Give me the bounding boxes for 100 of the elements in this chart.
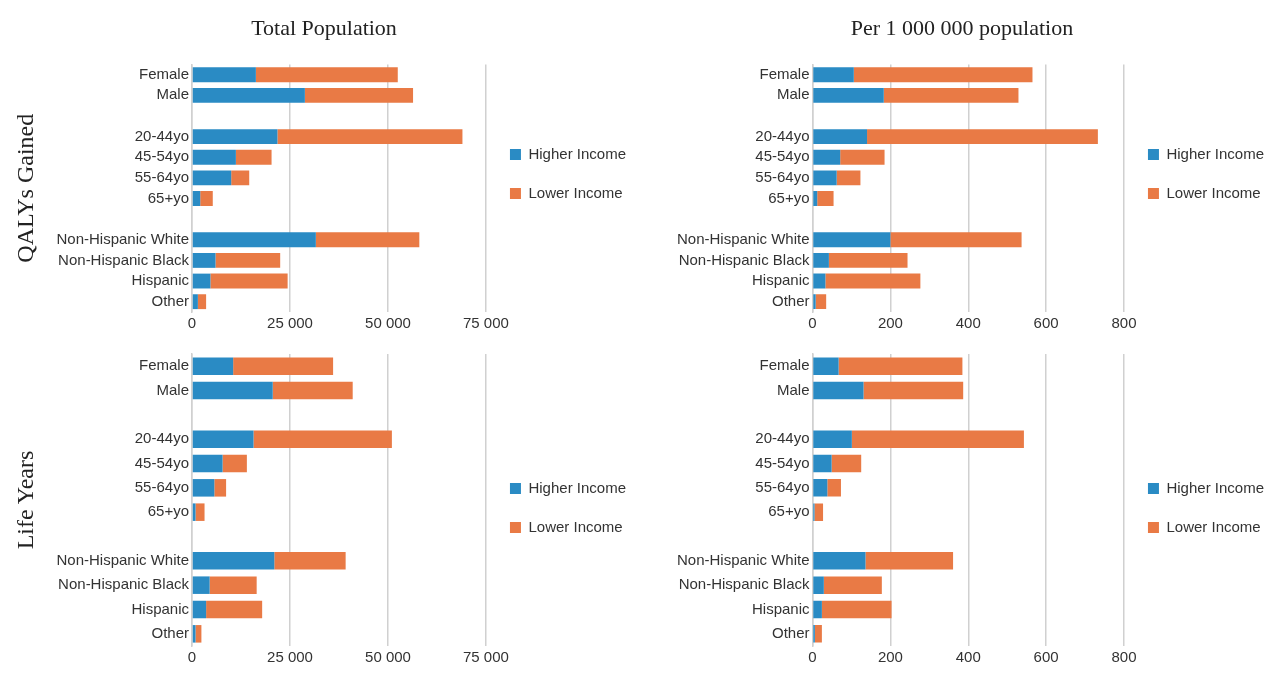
bar (825, 273, 921, 289)
bar (192, 430, 254, 448)
y-tick-label: Hispanic (131, 271, 190, 289)
y-tick-label: 55-64yo (134, 168, 189, 186)
x-tick-label: 600 (1033, 648, 1059, 666)
y-tick-label: Non-Hispanic Black (58, 575, 190, 593)
bar (814, 625, 822, 643)
bar (813, 129, 868, 145)
x-tick-label: 0 (808, 314, 817, 332)
bar (233, 357, 334, 375)
bar (817, 191, 834, 206)
bar (304, 87, 414, 103)
legend-label: Higher Income (1166, 478, 1264, 496)
bar (813, 600, 822, 619)
x-tick-label: 400 (955, 648, 981, 666)
y-tick-label: 45-54yo (755, 147, 810, 165)
x-tick-label: 75 000 (463, 648, 509, 666)
bar (821, 600, 892, 619)
bar (813, 232, 891, 248)
bar (192, 294, 198, 310)
x-tick-label: 200 (877, 648, 903, 666)
bar (813, 67, 854, 83)
bar (192, 503, 196, 521)
bar (209, 576, 257, 594)
bar (255, 67, 398, 83)
x-tick-label: 0 (808, 648, 817, 666)
y-tick-label: 55-64yo (134, 477, 189, 495)
bar (192, 273, 211, 289)
y-tick-label: Non-Hispanic White (677, 229, 810, 247)
bar (813, 430, 852, 448)
y-tick-label: Male (156, 85, 189, 103)
legend-label: Higher Income (528, 144, 626, 162)
bar (192, 357, 234, 375)
bar (192, 149, 236, 165)
y-tick-label: 20-44yo (755, 429, 810, 447)
y-tick-label: 45-54yo (134, 453, 189, 471)
bar (272, 381, 353, 400)
bar (813, 273, 826, 289)
bar (253, 430, 392, 448)
bar (813, 149, 841, 165)
bar (315, 232, 420, 248)
y-tick-label: 45-54yo (134, 147, 189, 165)
x-tick-label: 25 000 (267, 314, 313, 332)
bar (192, 232, 316, 248)
x-tick-label: 0 (187, 314, 197, 332)
x-tick-label: 0 (187, 648, 197, 666)
x-tick-label: 50 000 (365, 314, 411, 332)
bar (865, 552, 954, 570)
bar (863, 381, 964, 400)
bar (813, 479, 828, 497)
y-tick-label: 65+yo (768, 502, 810, 520)
bar (192, 252, 216, 268)
bar (214, 479, 227, 497)
y-tick-label: Other (772, 623, 810, 641)
y-tick-label: 65+yo (147, 188, 189, 206)
x-tick-label: 200 (877, 314, 903, 332)
x-tick-label: 25 000 (267, 648, 313, 666)
y-tick-label: 20-44yo (134, 429, 189, 447)
y-tick-label: 20-44yo (755, 126, 810, 144)
bar (274, 552, 346, 570)
y-axis-title: Life Years (11, 450, 38, 550)
bar (235, 149, 272, 165)
bar (192, 87, 305, 103)
bar (231, 170, 250, 186)
x-tick-label: 800 (1111, 314, 1137, 332)
y-tick-label: Non-Hispanic Black (678, 575, 811, 593)
bar (813, 191, 818, 206)
bar (200, 191, 213, 206)
legend-label: Lower Income (528, 183, 623, 201)
y-tick-label: Hispanic (131, 599, 190, 617)
x-tick-label: 75 000 (463, 314, 509, 332)
x-tick-label: 400 (955, 314, 981, 332)
y-tick-label: Other (151, 623, 189, 641)
y-tick-label: Male (156, 380, 189, 398)
bar (813, 87, 884, 103)
bar (195, 503, 205, 521)
x-tick-label: 50 000 (365, 648, 411, 666)
y-tick-label: 55-64yo (755, 477, 810, 495)
bar (813, 252, 829, 268)
chart-title: Total Population (251, 14, 397, 40)
bar (197, 294, 207, 310)
y-tick-label: Non-Hispanic White (677, 550, 810, 568)
legend-label: Lower Income (1166, 183, 1261, 201)
bar (277, 129, 463, 145)
bar (838, 357, 963, 375)
y-tick-label: Female (759, 64, 810, 82)
y-tick-label: 20-44yo (134, 126, 189, 144)
bar (836, 170, 861, 186)
y-tick-label: Hispanic (752, 599, 811, 617)
y-tick-label: 45-54yo (755, 453, 810, 471)
bar (827, 479, 841, 497)
bar (192, 479, 215, 497)
y-tick-label: Non-Hispanic Black (58, 250, 190, 268)
y-tick-label: 65+yo (147, 502, 189, 520)
bar (890, 232, 1022, 248)
y-tick-label: Female (759, 356, 810, 374)
bar (815, 294, 827, 310)
y-axis-title: QALYs Gained (11, 113, 38, 263)
y-tick-label: Hispanic (752, 271, 811, 289)
chart-title: Per 1 000 000 population (850, 14, 1074, 40)
